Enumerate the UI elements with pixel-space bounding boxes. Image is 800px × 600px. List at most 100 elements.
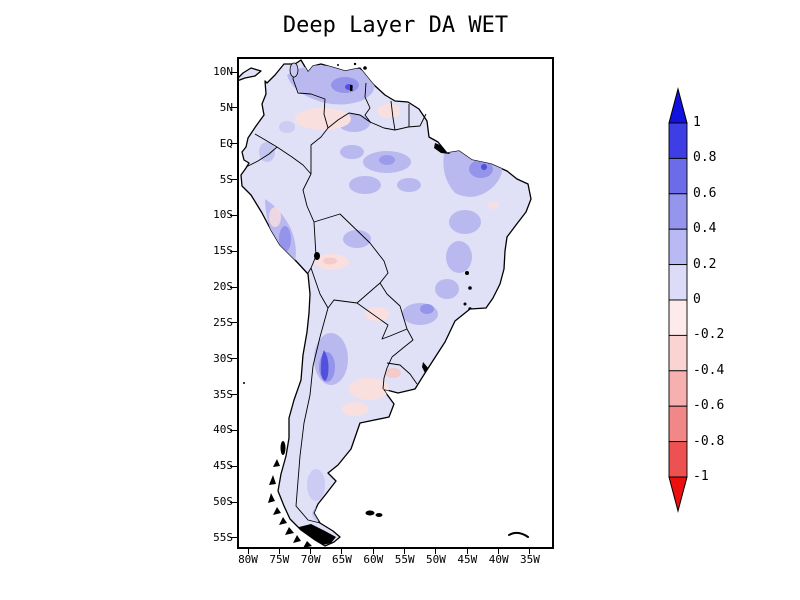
colorbar-segment <box>668 122 688 159</box>
lat-tick-label-30S: 30S <box>213 351 233 365</box>
lagoa-mirim <box>428 381 432 387</box>
coastline <box>240 59 532 547</box>
colorbar-segment <box>668 334 688 372</box>
lat-tickmark <box>230 465 237 467</box>
data-shading-patch-negative <box>487 201 499 209</box>
data-shading-patch-negative <box>365 307 389 321</box>
data-shading-patch <box>279 226 291 252</box>
lat-tick-label-EQ: EQ <box>219 136 233 150</box>
lon-tickmark <box>404 549 406 554</box>
data-shading-patch-negative <box>295 108 351 130</box>
colorbar-tick-label--0.4: -0.4 <box>693 362 725 378</box>
lat-tick-label-50S: 50S <box>213 495 233 509</box>
lon-tickmark <box>341 549 343 554</box>
lat-tickmark <box>230 286 237 288</box>
trinidad-island <box>363 66 367 70</box>
lon-tick-label-35W: 35W <box>520 553 540 566</box>
data-shading-patch <box>279 121 295 133</box>
colorbar-tick-label--0.6: -0.6 <box>693 398 725 414</box>
data-shading-patch <box>435 279 459 299</box>
falkland-islands <box>375 513 383 517</box>
lat-tickmark <box>230 358 237 360</box>
colorbar-tick-label-1: 1 <box>693 115 701 130</box>
colorbar-segment <box>668 228 688 266</box>
data-shading-patch <box>449 210 481 234</box>
lake-dot <box>468 286 472 290</box>
lat-tick-label-5N: 5N <box>219 100 233 114</box>
lake-dot <box>465 271 469 275</box>
lat-tick-label-35S: 35S <box>213 387 233 401</box>
lat-tick-label-10N: 10N <box>213 65 233 78</box>
data-shading-patch <box>259 142 275 162</box>
data-shading-patch <box>349 176 381 194</box>
plot-frame <box>237 57 554 549</box>
data-shading-patch-negative <box>377 104 401 118</box>
south-america-map <box>237 57 554 549</box>
map-mark <box>350 85 353 91</box>
chilean-fjords <box>268 441 312 548</box>
data-shading-patch <box>340 145 364 159</box>
data-shading-patch-negative <box>269 207 281 227</box>
data-shading-patch <box>320 350 329 381</box>
lon-tick-label-80W: 80W <box>238 553 258 566</box>
lat-tick-label-20S: 20S <box>213 280 233 294</box>
plot-title: Deep Layer DA WET <box>282 13 509 38</box>
lat-tick-label-5S: 5S <box>219 172 233 186</box>
data-shading-patch-negative <box>323 257 337 265</box>
lon-tickmark <box>466 549 468 554</box>
data-shading-patch-negative <box>349 378 389 400</box>
country-borders <box>245 62 427 524</box>
caribbean-island <box>337 64 339 66</box>
colorbar-segment <box>668 370 688 407</box>
colorbar-arrow-bottom <box>668 476 688 513</box>
lon-tick-label-70W: 70W <box>300 553 321 566</box>
lon-tick-label-40W: 40W <box>488 553 509 566</box>
colorbar-segment <box>668 264 688 301</box>
lat-tick-label-25S: 25S <box>213 315 233 329</box>
lon-tickmark <box>529 549 531 554</box>
lon-tickmark <box>498 549 500 554</box>
lat-tick-label-45S: 45S <box>213 459 233 473</box>
data-shading-patch <box>343 230 371 248</box>
colorbar-arrow-top <box>668 87 688 124</box>
lon-tickmark <box>372 549 374 554</box>
lon-tickmark <box>278 549 280 554</box>
colorbar-tick-label--1: -1 <box>693 469 709 484</box>
panama-coast <box>237 67 262 82</box>
lake-maracaibo <box>289 62 299 78</box>
lat-tickmark <box>230 429 237 431</box>
lat-tick-label-15S: 15S <box>213 244 233 258</box>
tierra-del-fuego <box>299 524 336 546</box>
lat-tick-label-10S: 10S <box>213 208 233 222</box>
data-shading-patch <box>307 469 325 501</box>
data-shading-patch <box>397 178 421 192</box>
lon-tickmark <box>310 549 312 554</box>
colorbar-tick-label-0.4: 0.4 <box>693 221 717 237</box>
data-shading-patch <box>379 155 395 165</box>
falkland-islands <box>365 510 375 516</box>
colorbar-tick-label--0.2: -0.2 <box>693 327 725 343</box>
lat-tickmark <box>230 322 237 324</box>
lat-tick-label-55S: 55S <box>213 530 233 544</box>
lon-tick-label-75W: 75W <box>269 553 290 566</box>
data-shading-patch <box>469 160 493 178</box>
lat-tickmark <box>230 71 237 73</box>
colorbar-segment <box>668 299 688 336</box>
colorbar-tick-label--0.8: -0.8 <box>693 433 725 449</box>
lon-tick-label-65W: 65W <box>332 553 352 566</box>
lat-tickmark <box>230 501 237 503</box>
lon-tick-label-55W: 55W <box>394 553 415 566</box>
data-shading-patch <box>312 507 326 521</box>
lat-tickmark <box>230 537 237 539</box>
colorbar-segment <box>668 405 688 443</box>
lon-tickmark <box>435 549 437 554</box>
south-georgia-island <box>508 531 529 538</box>
lat-tickmark <box>230 394 237 396</box>
colorbar-tick-label-0.2: 0.2 <box>693 256 717 272</box>
colorbar-segment <box>668 157 688 195</box>
caribbean-island <box>353 62 357 66</box>
colorbar-tick-label-0.6: 0.6 <box>693 185 717 201</box>
colorbar-segment <box>668 193 688 230</box>
colorbar-segment <box>668 441 688 478</box>
data-shading-layer <box>259 65 503 546</box>
